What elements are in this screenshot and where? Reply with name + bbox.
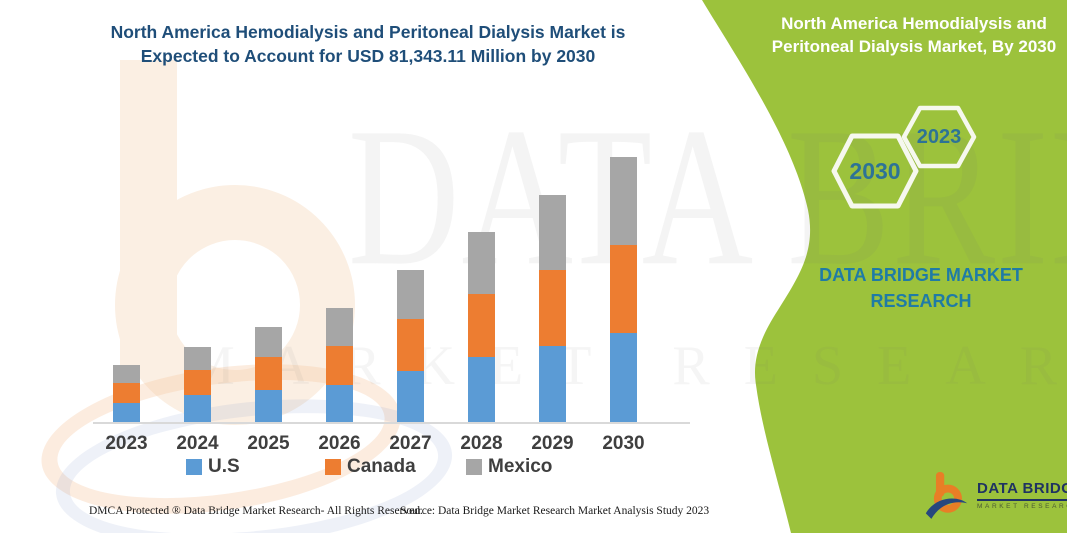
x-axis-label-2026: 2026 <box>318 433 361 454</box>
x-axis-label-2030: 2030 <box>602 433 645 454</box>
bar-segment-canada-2026 <box>326 345 353 385</box>
x-axis-label-2027: 2027 <box>389 433 432 454</box>
bar-segment-mexico-2024 <box>184 346 211 371</box>
bar-segment-mexico-2029 <box>539 194 566 271</box>
bar-segment-canada-2025 <box>255 357 282 391</box>
bar-segment-us-2030 <box>610 332 637 422</box>
bar-segment-canada-2028 <box>468 293 495 358</box>
bar-segment-mexico-2023 <box>113 365 140 384</box>
x-axis-label-2025: 2025 <box>247 433 290 454</box>
bar-segment-us-2028 <box>468 357 495 422</box>
watermark-text-data-bridge: DATA BRIDGE <box>348 87 1067 307</box>
source-note: Source: Data Bridge Market Research Mark… <box>400 505 710 517</box>
legend-label: U.S <box>208 456 240 477</box>
bar-segment-canada-2023 <box>113 383 140 404</box>
brand-wordmark-line2: RESEARCH <box>870 291 972 311</box>
side-panel-title-line1: North America Hemodialysis and <box>781 14 1047 33</box>
bar-segment-us-2029 <box>539 346 566 422</box>
hexagon-2023-outline <box>901 105 977 169</box>
legend-swatch-icon <box>466 459 482 475</box>
bar-segment-mexico-2030 <box>610 157 637 245</box>
side-panel-title-line2: Peritoneal Dialysis Market, By 2030 <box>771 37 1057 56</box>
bar-segment-canada-2024 <box>184 370 211 396</box>
hexagon-2023-label: 2023 <box>916 126 962 148</box>
chart-title-line1: North America Hemodialysis and Peritonea… <box>110 22 626 42</box>
bar-segment-us-2024 <box>184 395 211 422</box>
bar-segment-us-2025 <box>255 390 282 422</box>
bar-segment-mexico-2025 <box>255 327 282 358</box>
legend-swatch-icon <box>186 459 202 475</box>
dmca-notice: DMCA Protected ® Data Bridge Market Rese… <box>89 505 423 517</box>
bar-segment-canada-2030 <box>610 245 637 333</box>
side-panel-title: North America Hemodialysis and Peritonea… <box>758 12 1067 58</box>
x-axis-line <box>93 422 690 424</box>
bar-segment-us-2026 <box>326 384 353 422</box>
hexagon-2030-label: 2030 <box>849 158 901 184</box>
legend-item-canada: Canada <box>325 456 416 478</box>
chart-title: North America Hemodialysis and Peritonea… <box>18 20 718 68</box>
legend-label: Mexico <box>488 456 553 477</box>
bar-segment-canada-2029 <box>539 270 566 347</box>
company-logo-icon <box>925 472 968 519</box>
legend-item-us: U.S <box>186 456 240 478</box>
bar-segment-mexico-2027 <box>397 269 424 320</box>
company-logo: DATA BRIDGE MARKET RESEARCH <box>924 469 1067 521</box>
bar-segment-mexico-2026 <box>326 308 353 346</box>
legend-swatch-icon <box>325 459 341 475</box>
company-logo-title: DATA BRIDGE <box>977 480 1067 501</box>
x-axis-label-2023: 2023 <box>105 433 148 454</box>
x-axis-label-2028: 2028 <box>460 433 503 454</box>
chart-title-line2: Expected to Account for USD 81,343.11 Mi… <box>140 46 596 66</box>
bar-segment-mexico-2028 <box>468 231 495 294</box>
bar-segment-canada-2027 <box>397 319 424 372</box>
x-axis-label-2024: 2024 <box>176 433 219 454</box>
hexagon-2030-outline <box>831 133 919 209</box>
company-logo-subtitle: MARKET RESEARCH <box>977 503 1067 510</box>
brand-wordmark: DATA BRIDGE MARKET RESEARCH <box>773 262 1067 314</box>
brand-wordmark-line1: DATA BRIDGE MARKET <box>819 265 1023 285</box>
legend-label: Canada <box>347 456 416 477</box>
legend-item-mexico: Mexico <box>466 456 552 478</box>
x-axis-label-2029: 2029 <box>531 433 574 454</box>
plot-area: 2023 2024 2025 2026 2027 2028 2029 2030 U.S Canad… <box>93 157 690 478</box>
bar-segment-us-2027 <box>397 371 424 422</box>
bar-segment-us-2023 <box>113 403 140 422</box>
